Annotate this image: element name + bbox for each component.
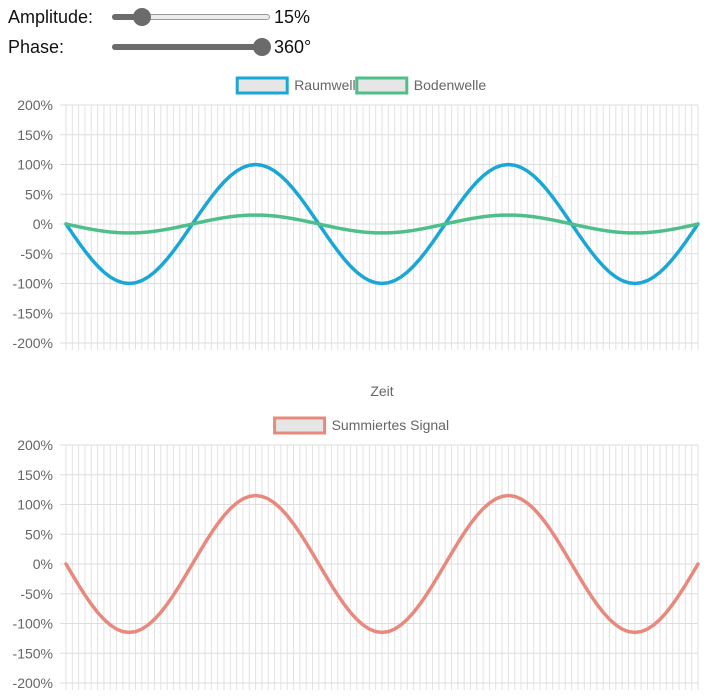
amplitude-label: Amplitude: [8,6,94,27]
legend-label: Summiertes Signal [332,417,450,433]
y-tick-label: 50% [25,526,53,542]
x-axis-label: Zeit [370,383,393,399]
phase-value: 360° [274,36,312,57]
y-tick-label: -150% [13,305,53,321]
phase-control: Phase: 360° [8,32,311,62]
y-tick-label: 100% [17,157,53,173]
y-tick-label: -150% [13,645,53,661]
series-line-1 [64,162,700,286]
legend-item-1[interactable]: Raumwelle [235,76,364,95]
series-line-2 [64,213,700,235]
amplitude-slider-thumb[interactable] [133,8,152,26]
y-tick-label: 200% [17,97,53,113]
amplitude-slider[interactable] [112,8,270,26]
y-tick-label: 150% [17,127,53,143]
phase-slider-thumb[interactable] [253,38,271,56]
legend: Raumwelle Bodenwelle [235,76,487,95]
y-tick-label: -200% [13,335,53,351]
amplitude-value: 15% [274,6,311,27]
legend-swatch [235,76,289,95]
y-tick-label: 50% [25,186,53,202]
y-tick-label: 0% [33,216,53,232]
y-tick-label: 0% [33,556,53,572]
y-tick-label: -100% [13,276,53,292]
legend-item-1[interactable]: Summiertes Signal [273,416,450,435]
y-tick-label: 100% [17,497,53,513]
chart-1: Raumwelle Bodenwelle 200% 150% 100% 50% 0% -50%… [13,76,700,399]
legend-label: Bodenwelle [414,77,487,93]
chart-2: Summiertes Signal 200% 150% 100% 50% 0% -50% -1… [13,416,700,691]
y-tick-label: -50% [20,246,53,262]
y-tick-label: -100% [13,616,53,632]
phase-slider[interactable] [112,38,271,56]
legend: Summiertes Signal [273,416,450,435]
controls-panel: Amplitude: 15% Phase: 360° [0,0,708,66]
grid [60,104,699,350]
phase-slider-fill [112,44,262,50]
legend-swatch [355,76,409,95]
y-tick-label: 150% [17,467,53,483]
legend-swatch [273,416,327,435]
legend-label: Raumwelle [294,77,363,93]
y-tick-label: -200% [13,675,53,691]
amplitude-control: Amplitude: 15% [8,2,310,32]
y-tick-label: -50% [20,586,53,602]
series-line-1 [64,493,700,635]
grid [60,444,699,690]
amplitude-slider-fill [112,14,143,20]
y-tick-label: 200% [17,437,53,453]
phase-label: Phase: [8,36,65,57]
legend-item-2[interactable]: Bodenwelle [355,76,487,95]
